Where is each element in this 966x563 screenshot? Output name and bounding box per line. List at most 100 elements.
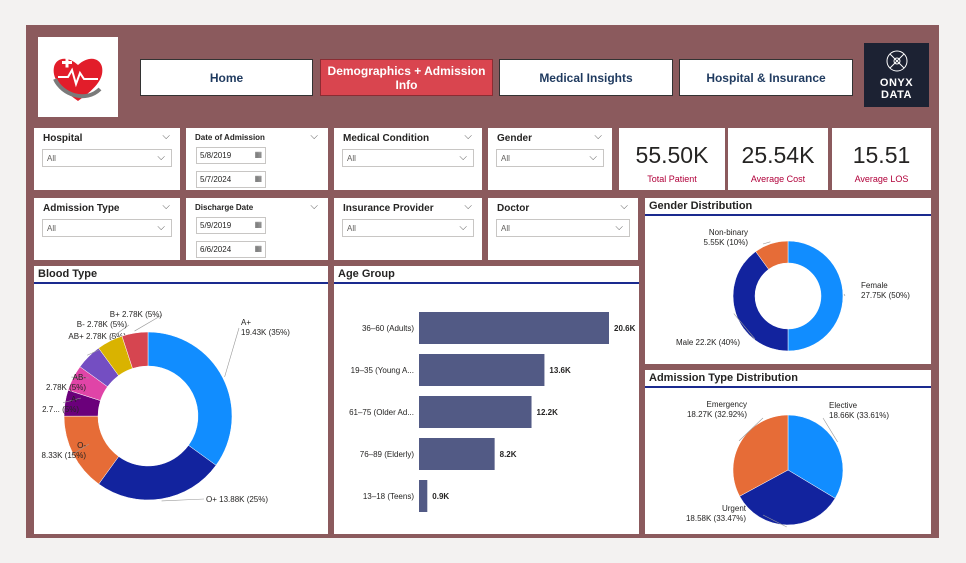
hospital-dropdown[interactable]: All ⌵ bbox=[42, 149, 172, 167]
calendar-icon[interactable]: ▦ bbox=[254, 244, 262, 253]
insurance-provider-slicer: Insurance Provider ⌵ All ⌵ bbox=[334, 198, 482, 260]
brand-line1: ONYX bbox=[879, 77, 914, 89]
slice-female[interactable] bbox=[787, 240, 844, 352]
slice-o-[interactable] bbox=[98, 444, 217, 501]
kpi-value: 15.51 bbox=[852, 142, 911, 168]
data-label: 2.78K (5%) bbox=[46, 383, 86, 392]
blood-type-panel: Blood Type A+ 19.43K (35%) O+ 13.88K (25%)… bbox=[34, 266, 328, 534]
category-label: 19–35 (Young A... bbox=[351, 366, 414, 375]
discharge-start-date[interactable]: 5/9/2019 ▦ bbox=[196, 217, 266, 234]
slicer-title: Hospital bbox=[43, 133, 83, 144]
data-label: Non-binary bbox=[709, 228, 748, 237]
slicer-title: Gender bbox=[497, 133, 533, 144]
chevron-down-icon[interactable]: ⌵ bbox=[162, 131, 170, 142]
data-label: A+ bbox=[241, 318, 251, 327]
chevron-down-icon[interactable]: ⌵ bbox=[594, 131, 602, 142]
leader-line bbox=[738, 417, 764, 442]
slicer-title: Discharge Date bbox=[195, 203, 254, 212]
chevron-down-icon[interactable]: ⌵ bbox=[310, 131, 318, 142]
kpi-label: Total Patient bbox=[647, 174, 697, 184]
home-button[interactable]: Home bbox=[140, 59, 313, 96]
blood-type-chart: A+19.43K (35%) O+ 13.88K (25%) O-8.33K (15… bbox=[42, 310, 291, 504]
chevron-down-icon[interactable]: ⌵ bbox=[310, 201, 318, 212]
admission-end-date[interactable]: 5/7/2024 ▦ bbox=[196, 171, 266, 188]
calendar-icon[interactable]: ▦ bbox=[254, 220, 262, 229]
admission-type-slicer: Admission Type ⌵ All ⌵ bbox=[34, 198, 180, 260]
hospital-insurance-button[interactable]: Hospital & Insurance bbox=[679, 59, 853, 96]
globe-icon bbox=[886, 50, 907, 72]
slice-non-binary[interactable] bbox=[755, 240, 789, 270]
heart-logo bbox=[38, 37, 118, 117]
title-underline bbox=[645, 214, 931, 216]
leader-line bbox=[762, 514, 787, 528]
title-underline bbox=[645, 386, 931, 388]
data-label: Male 22.2K (40%) bbox=[676, 338, 740, 347]
bar[interactable] bbox=[419, 438, 495, 470]
kpi-value: 55.50K bbox=[635, 142, 709, 168]
date-value: 5/9/2019 bbox=[200, 221, 232, 230]
bar[interactable] bbox=[419, 312, 609, 344]
value-label: 20.6K bbox=[614, 324, 636, 333]
calendar-icon[interactable]: ▦ bbox=[254, 150, 262, 159]
dropdown-value: All bbox=[501, 224, 510, 233]
medical-condition-dropdown[interactable]: All ⌵ bbox=[342, 149, 474, 167]
medical-insights-button[interactable]: Medical Insights bbox=[499, 59, 673, 96]
panel-title: Gender Distribution bbox=[649, 200, 753, 212]
kpi-label: Average Cost bbox=[750, 174, 806, 184]
chevron-down-icon: ⌵ bbox=[615, 222, 623, 233]
gender-dropdown[interactable]: All ⌵ bbox=[496, 149, 604, 167]
chevron-down-icon[interactable]: ⌵ bbox=[162, 201, 170, 212]
kpi-average-cost: 25.54K Average Cost bbox=[728, 128, 828, 190]
date-value: 6/6/2024 bbox=[200, 245, 232, 254]
slice-b-[interactable] bbox=[121, 331, 149, 369]
chevron-down-icon: ⌵ bbox=[459, 222, 467, 233]
age-group-panel: Age Group 36–60 (Adults) 20.6K 19–35 (Youn… bbox=[334, 266, 639, 534]
slicer-title: Medical Condition bbox=[343, 133, 430, 144]
slice-elective[interactable] bbox=[787, 414, 844, 499]
slicer-title: Insurance Provider bbox=[343, 203, 434, 214]
dropdown-value: All bbox=[347, 224, 356, 233]
slice-urgent[interactable] bbox=[739, 469, 836, 526]
title-underline bbox=[34, 282, 328, 284]
slice-emergency[interactable] bbox=[732, 414, 789, 497]
chevron-down-icon[interactable]: ⌵ bbox=[620, 201, 628, 212]
admission-type-dropdown[interactable]: All ⌵ bbox=[42, 219, 172, 237]
discharge-end-date[interactable]: 6/6/2024 ▦ bbox=[196, 241, 266, 258]
bar[interactable] bbox=[419, 396, 532, 428]
kpi-label: Average LOS bbox=[854, 174, 909, 184]
chevron-down-icon: ⌵ bbox=[459, 152, 467, 163]
category-label: 61–75 (Older Ad... bbox=[349, 408, 414, 417]
medical-condition-slicer: Medical Condition ⌵ All ⌵ bbox=[334, 128, 482, 190]
data-label: AB+ 2.78K (5%) bbox=[68, 332, 126, 341]
bar[interactable] bbox=[419, 354, 545, 386]
bar[interactable] bbox=[419, 480, 428, 512]
admission-start-date[interactable]: 5/8/2019 ▦ bbox=[196, 147, 266, 164]
insurance-provider-dropdown[interactable]: All ⌵ bbox=[342, 219, 474, 237]
category-label: 76–89 (Elderly) bbox=[360, 450, 415, 459]
discharge-date-slicer: Discharge Date ⌵ 5/9/2019 ▦ 6/6/2024 ▦ bbox=[186, 198, 328, 260]
calendar-icon[interactable]: ▦ bbox=[254, 174, 262, 183]
value-label: 13.6K bbox=[549, 366, 571, 375]
chevron-down-icon[interactable]: ⌵ bbox=[464, 131, 472, 142]
data-label: 2.7... (5%) bbox=[42, 405, 79, 414]
slice-male[interactable] bbox=[732, 251, 789, 352]
panel-title: Admission Type Distribution bbox=[649, 372, 798, 384]
doctor-dropdown[interactable]: All ⌵ bbox=[496, 219, 630, 237]
data-label: 27.75K (50%) bbox=[861, 291, 910, 300]
date-value: 5/7/2024 bbox=[200, 175, 232, 184]
slice-a-[interactable] bbox=[147, 331, 233, 466]
chevron-down-icon[interactable]: ⌵ bbox=[464, 201, 472, 212]
leader-line bbox=[822, 417, 838, 443]
data-label: 5.55K (10%) bbox=[704, 238, 749, 247]
admission-date-slicer: Date of Admission ⌵ 5/8/2019 ▦ 5/7/2024 ▦ bbox=[186, 128, 328, 190]
data-label: Female bbox=[861, 281, 888, 290]
heart-icon bbox=[53, 57, 103, 101]
leader-line bbox=[71, 376, 90, 379]
data-label: 8.33K (15%) bbox=[42, 451, 87, 460]
leader-line bbox=[71, 443, 90, 456]
slicer-title: Doctor bbox=[497, 203, 530, 214]
demographics-button[interactable]: Demographics + Admission Info bbox=[320, 59, 493, 96]
leader-line bbox=[62, 397, 82, 403]
data-label: Elective bbox=[829, 401, 858, 410]
